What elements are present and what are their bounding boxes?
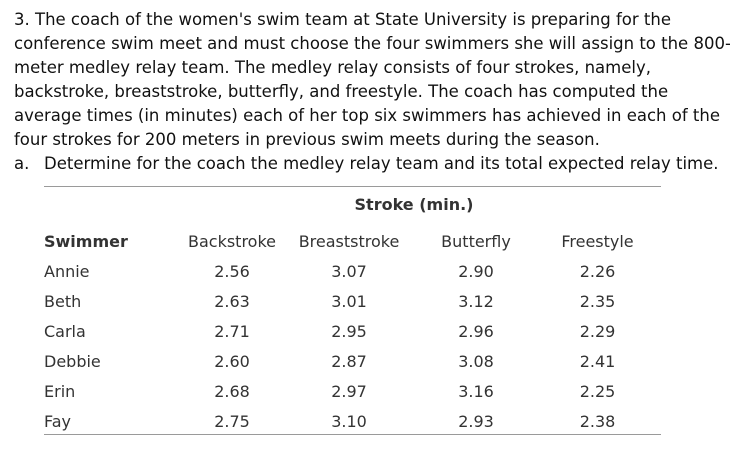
table-bottom-rule <box>44 434 661 435</box>
problem-line: 3. The coach of the women's swim team at… <box>14 10 671 29</box>
butterfly-time: 2.96 <box>458 321 494 341</box>
stroke-super-header: Stroke (min.) <box>354 195 474 214</box>
swimmer-name: Debbie <box>44 351 101 371</box>
breaststroke-time: 2.97 <box>331 381 367 401</box>
breaststroke-time: 2.87 <box>331 351 367 371</box>
table-row: Carla 2.71 2.95 2.96 2.29 <box>44 316 651 346</box>
table-row: Fay 2.75 3.10 2.93 2.38 <box>44 406 651 436</box>
header-breaststroke: Breaststroke <box>298 231 400 251</box>
header-backstroke: Backstroke <box>187 231 276 251</box>
table-row: Erin 2.68 2.97 3.16 2.25 <box>44 376 651 406</box>
header-row: Swimmer Backstroke Breaststroke Butterfl… <box>44 226 651 256</box>
header-swimmer: Swimmer <box>44 231 128 251</box>
swim-times-table: Stroke (min.) Swimmer Backstroke Breasts… <box>44 186 661 435</box>
butterfly-time: 3.08 <box>458 351 494 371</box>
freestyle-time: 2.38 <box>579 411 616 431</box>
breaststroke-time: 3.01 <box>331 291 367 311</box>
backstroke-time: 2.56 <box>214 261 250 281</box>
swimmer-name: Fay <box>44 411 72 431</box>
swimmer-name: Carla <box>44 321 86 341</box>
backstroke-time: 2.68 <box>214 381 250 401</box>
breaststroke-time: 2.95 <box>331 321 367 341</box>
header-freestyle: Freestyle <box>561 231 634 251</box>
table-row: Debbie 2.60 2.87 3.08 2.41 <box>44 346 651 376</box>
freestyle-time: 2.35 <box>579 291 616 311</box>
problem-line: meter medley relay team. The medley rela… <box>14 58 651 77</box>
table-top-rule <box>44 186 661 187</box>
freestyle-time: 2.26 <box>579 261 616 281</box>
problem-line: average times (in minutes) each of her t… <box>14 106 720 125</box>
butterfly-time: 3.12 <box>458 291 494 311</box>
backstroke-time: 2.75 <box>214 411 250 431</box>
problem-line: four strokes for 200 meters in previous … <box>14 130 600 149</box>
part-a-marker: a. <box>14 154 30 173</box>
backstroke-time: 2.63 <box>214 291 250 311</box>
table-row: Beth 2.63 3.01 3.12 2.35 <box>44 286 651 316</box>
table-row: Annie 2.56 3.07 2.90 2.26 <box>44 256 651 286</box>
times-table: Swimmer Backstroke Breaststroke Butterfl… <box>44 226 651 436</box>
butterfly-time: 2.90 <box>458 261 494 281</box>
swimmer-name: Annie <box>44 261 90 281</box>
problem-statement: 3. The coach of the women's swim team at… <box>14 8 730 176</box>
backstroke-time: 2.71 <box>214 321 250 341</box>
backstroke-time: 2.60 <box>214 351 250 371</box>
problem-line: backstroke, breaststroke, butterfly, and… <box>14 82 669 101</box>
freestyle-time: 2.25 <box>579 381 616 401</box>
header-butterfly: Butterfly <box>441 231 511 251</box>
breaststroke-time: 3.10 <box>331 411 367 431</box>
part-a: a. Determine for the coach the medley rel… <box>14 152 720 176</box>
butterfly-time: 2.93 <box>458 411 494 431</box>
swimmer-name: Erin <box>44 381 76 401</box>
problem-line: conference swim meet and must choose the… <box>14 34 730 53</box>
butterfly-time: 3.16 <box>458 381 494 401</box>
swimmer-name: Beth <box>44 291 82 311</box>
part-a-text: Determine for the coach the medley relay… <box>44 154 719 173</box>
freestyle-time: 2.41 <box>579 351 616 371</box>
breaststroke-time: 3.07 <box>331 261 367 281</box>
freestyle-time: 2.29 <box>579 321 616 341</box>
